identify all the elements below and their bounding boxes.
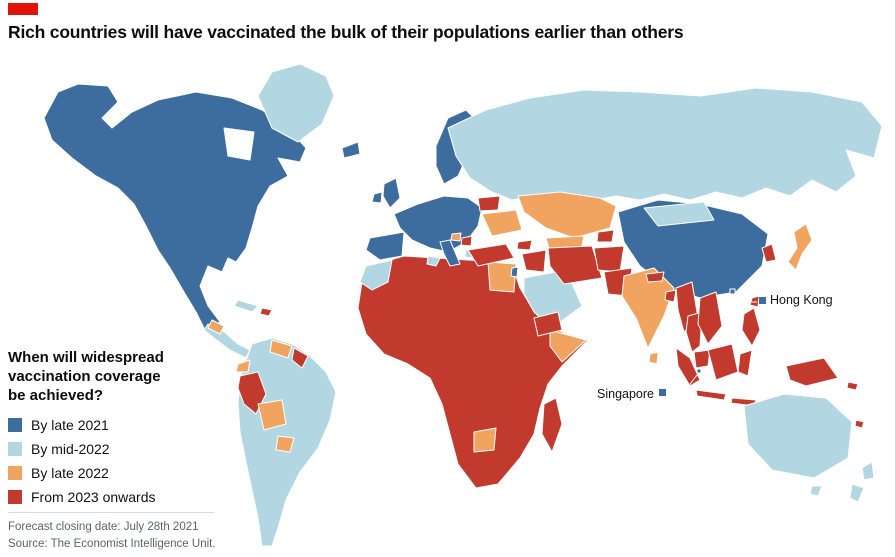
hong-kong-callout-line [735,293,757,303]
legend-label-2023-onwards: From 2023 onwards [31,488,156,505]
legend-item-late-2021: By late 2021 [8,417,198,433]
region-north-america [43,83,307,333]
map-legend: When will widespread vaccination coverag… [8,348,198,513]
singapore-callout-line [667,374,698,393]
region-kazakhstan [517,191,617,239]
legend-item-mid-2022: By mid-2022 [8,441,198,457]
legend-item-2023-onwards: From 2023 onwards [8,489,198,505]
region-ireland [371,191,383,204]
legend-label-late-2022: By late 2022 [31,464,109,481]
region-iran [547,245,603,285]
legend-swatch-mid-2022 [8,441,22,456]
region-new-zealand-north [861,461,875,481]
region-caucasus [516,239,533,251]
region-balkans-orange [450,232,462,242]
region-malaysia [693,349,711,369]
region-kyrgyzstan-tajikistan [596,229,615,243]
forecast-closing-date: Forecast closing date: July 28th 2021 [8,521,199,533]
region-paraguay [275,435,295,453]
region-java [695,389,727,401]
region-yemen [533,311,563,337]
region-korea [761,243,777,263]
region-sumatra [675,347,701,387]
legend-label-late-2021: By late 2021 [31,416,109,433]
region-guyana [291,347,309,369]
region-mongolia [643,201,715,227]
region-new-zealand-south [849,483,865,503]
region-italy [439,239,461,267]
region-afghanistan [593,245,625,273]
hudson-bay [223,127,255,161]
region-nepal [645,271,665,283]
region-botswana [473,427,497,453]
region-india [621,267,675,349]
region-singapore [696,368,702,374]
region-borneo [707,343,739,381]
region-madagascar [541,397,563,453]
region-balkans-red [460,235,473,247]
footer-divider [8,512,214,513]
region-russia [447,87,883,201]
region-united-kingdom [382,177,401,209]
region-tasmania [809,485,823,497]
region-morocco [359,259,393,291]
region-somalia [549,329,587,363]
page-title: Rich countries will have vaccinated the … [8,22,684,42]
region-guatemala-honduras [207,319,225,335]
region-ukraine [481,209,523,237]
region-australia [743,393,853,479]
region-tunisia [426,255,441,267]
region-greenland [257,63,335,143]
region-sulawesi [737,349,753,377]
legend-swatch-late-2022 [8,465,22,480]
legend-swatch-2023-onwards [8,489,22,504]
region-venezuela [269,339,293,359]
region-central-america [203,323,251,359]
region-bolivia [257,399,287,431]
region-sri-lanka [648,351,659,365]
singapore-label: Singapore [597,387,654,401]
region-ecuador [235,359,251,373]
region-iraq [521,249,547,273]
source-credit: Source: The Economist Intelligence Unit. [8,537,216,550]
region-philippines [741,307,761,347]
hong-kong-marker [759,297,766,304]
region-hispaniola [259,307,273,317]
region-cuba [233,299,259,313]
economist-brand-mark [8,3,38,15]
region-new-guinea [785,357,839,387]
region-solomon-islands [846,381,859,391]
hong-kong-label: Hong Kong [770,293,833,307]
chart-footer: Forecast closing date: July 28th 2021 So… [8,512,268,552]
region-bangladesh [664,289,677,303]
region-belarus [477,195,501,212]
region-turkey [467,243,515,267]
legend-swatch-late-2021 [8,417,22,432]
singapore-marker [659,389,666,396]
legend-item-late-2022: By late 2022 [8,465,198,481]
region-vanuatu [854,419,865,429]
region-japan [787,223,813,271]
region-israel [510,266,519,278]
legend-question: When will widespread vaccination coverag… [8,349,164,405]
legend-label-mid-2022: By mid-2022 [31,440,110,457]
region-hong-kong [729,288,736,295]
region-egypt [487,261,517,293]
region-indochina [697,291,723,345]
region-iceland [341,141,361,159]
region-iberia [365,231,405,261]
